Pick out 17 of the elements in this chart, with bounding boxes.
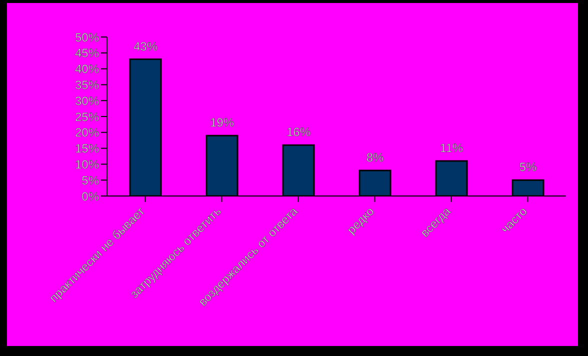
- y-tick-label: 5%: [82, 173, 100, 188]
- data-label: 8%: [366, 150, 384, 165]
- y-tick-label: 45%: [74, 46, 100, 60]
- y-tick-label: 35%: [74, 78, 100, 92]
- data-label: 43%: [133, 39, 158, 54]
- y-tick-label: 20%: [74, 126, 100, 140]
- y-tick-label: 50%: [74, 30, 100, 44]
- y-tick-label: 40%: [74, 62, 100, 76]
- data-label: 19%: [210, 116, 234, 130]
- y-tick-label: 0%: [82, 189, 100, 204]
- data-label: 5%: [519, 160, 537, 174]
- data-label: 11%: [440, 141, 464, 156]
- y-tick-label: 15%: [74, 142, 100, 156]
- data-label: 16%: [286, 125, 311, 140]
- y-tick-label: 25%: [74, 110, 100, 124]
- y-tick-label: 30%: [74, 94, 100, 108]
- y-tick-label: 10%: [74, 157, 100, 172]
